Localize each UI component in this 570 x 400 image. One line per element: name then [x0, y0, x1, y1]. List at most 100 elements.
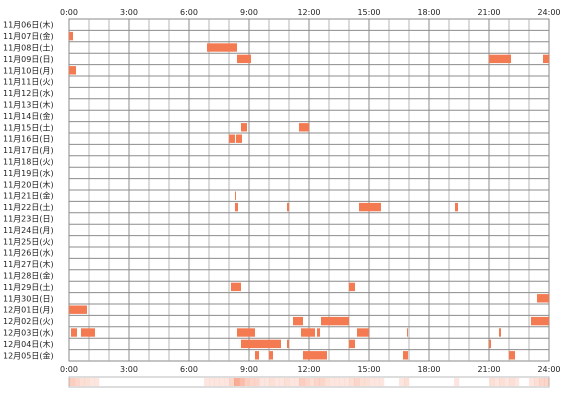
- summary-cell: [489, 378, 495, 386]
- activity-bar: [207, 43, 237, 52]
- summary-cell: [544, 378, 550, 386]
- row-label: 11月12日(水): [3, 88, 54, 98]
- activity-bar: [237, 328, 255, 337]
- summary-cell: [529, 378, 535, 386]
- activity-bar: [235, 191, 236, 200]
- summary-cell: [514, 378, 520, 386]
- activity-bar: [489, 54, 511, 64]
- summary-cell: [499, 378, 505, 386]
- activity-bar: [287, 202, 289, 212]
- activity-bar: [293, 316, 303, 326]
- activity-bar: [349, 282, 355, 292]
- row-label: 11月09日(日): [3, 55, 54, 64]
- summary-cell: [454, 378, 460, 386]
- activity-bar: [509, 351, 515, 360]
- summary-cell: [374, 378, 380, 386]
- summary-cell: [79, 378, 85, 386]
- x-tick-label-bottom: 15:00: [357, 365, 380, 374]
- summary-cell: [219, 378, 225, 386]
- activity-bar: [229, 134, 235, 143]
- activity-bar: [255, 351, 259, 360]
- activity-bar: [531, 316, 549, 326]
- activity-bar: [349, 339, 355, 349]
- summary-cell: [359, 378, 365, 386]
- row-label: 11月29日(土): [3, 282, 54, 292]
- summary-cell: [224, 378, 230, 386]
- summary-cell: [249, 378, 255, 386]
- x-tick-label-bottom: 9:00: [240, 365, 258, 374]
- summary-cell: [239, 378, 245, 386]
- activity-bar: [543, 54, 549, 64]
- activity-bar: [455, 202, 458, 212]
- summary-cell: [244, 378, 250, 386]
- row-label: 11月17日(月): [3, 146, 54, 155]
- summary-cell: [289, 378, 295, 386]
- activity-bar: [357, 328, 369, 337]
- x-tick-label-bottom: 18:00: [417, 365, 440, 374]
- x-tick-label-bottom: 0:00: [60, 365, 78, 374]
- row-label: 12月02日(火): [3, 317, 54, 326]
- row-label: 11月14日(金): [3, 111, 54, 121]
- summary-cell: [344, 378, 350, 386]
- activity-bar: [237, 54, 251, 64]
- x-tick-label-bottom: 12:00: [297, 365, 320, 374]
- summary-cell: [254, 378, 260, 386]
- summary-cell: [309, 378, 315, 386]
- summary-cell: [294, 378, 300, 386]
- summary-cell: [379, 378, 385, 386]
- x-tick-label-top: 24:00: [537, 8, 560, 17]
- summary-cell: [209, 378, 215, 386]
- row-label: 11月19日(水): [3, 168, 54, 178]
- activity-bar: [499, 328, 501, 337]
- activity-bar: [303, 351, 327, 360]
- row-label: 11月10日(月): [3, 66, 54, 75]
- summary-cell: [214, 378, 220, 386]
- summary-cell: [274, 378, 280, 386]
- summary-cell: [279, 378, 285, 386]
- x-tick-label-top: 0:00: [60, 8, 78, 17]
- summary-cell: [369, 378, 375, 386]
- x-tick-label-top: 9:00: [240, 8, 258, 17]
- summary-cell: [329, 378, 335, 386]
- activity-bar: [407, 328, 408, 337]
- row-label: 12月05日(金): [3, 350, 54, 360]
- summary-cell: [269, 378, 275, 386]
- activity-bar: [69, 305, 87, 314]
- row-label: 11月18日(火): [3, 158, 54, 167]
- x-tick-label-top: 15:00: [357, 8, 380, 17]
- row-label: 11月30日(日): [3, 294, 54, 303]
- summary-cell: [354, 378, 360, 386]
- activity-bar: [81, 328, 95, 337]
- row-label: 11月26日(水): [3, 248, 54, 258]
- row-label: 11月25日(火): [3, 237, 54, 246]
- summary-cell: [89, 378, 95, 386]
- summary-cell: [399, 378, 405, 386]
- row-label: 11月16日(日): [3, 135, 54, 144]
- summary-cell: [319, 378, 325, 386]
- activity-bar: [359, 202, 381, 212]
- summary-cell: [284, 378, 290, 386]
- summary-cell: [404, 378, 410, 386]
- row-label: 11月06日(木): [3, 20, 54, 30]
- summary-cell: [494, 378, 500, 386]
- x-tick-label-top: 6:00: [180, 8, 198, 17]
- row-label: 11月22日(土): [3, 202, 54, 212]
- row-label: 12月03日(水): [3, 328, 54, 338]
- summary-cell: [334, 378, 340, 386]
- activity-bar: [287, 339, 289, 349]
- summary-strip: [68, 376, 550, 388]
- activity-bar: [235, 202, 238, 212]
- activity-bar: [321, 316, 349, 326]
- x-tick-label-top: 12:00: [297, 8, 320, 17]
- row-label: 11月23日(日): [3, 215, 54, 224]
- row-label: 11月27日(木): [3, 259, 54, 269]
- summary-cell: [364, 378, 370, 386]
- row-label: 12月01日(月): [3, 306, 54, 315]
- summary-cell: [69, 378, 75, 386]
- row-label: 11月13日(木): [3, 100, 54, 110]
- summary-cell: [324, 378, 330, 386]
- x-tick-label-bottom: 3:00: [120, 365, 138, 374]
- summary-cell: [259, 378, 265, 386]
- activity-bar: [301, 328, 315, 337]
